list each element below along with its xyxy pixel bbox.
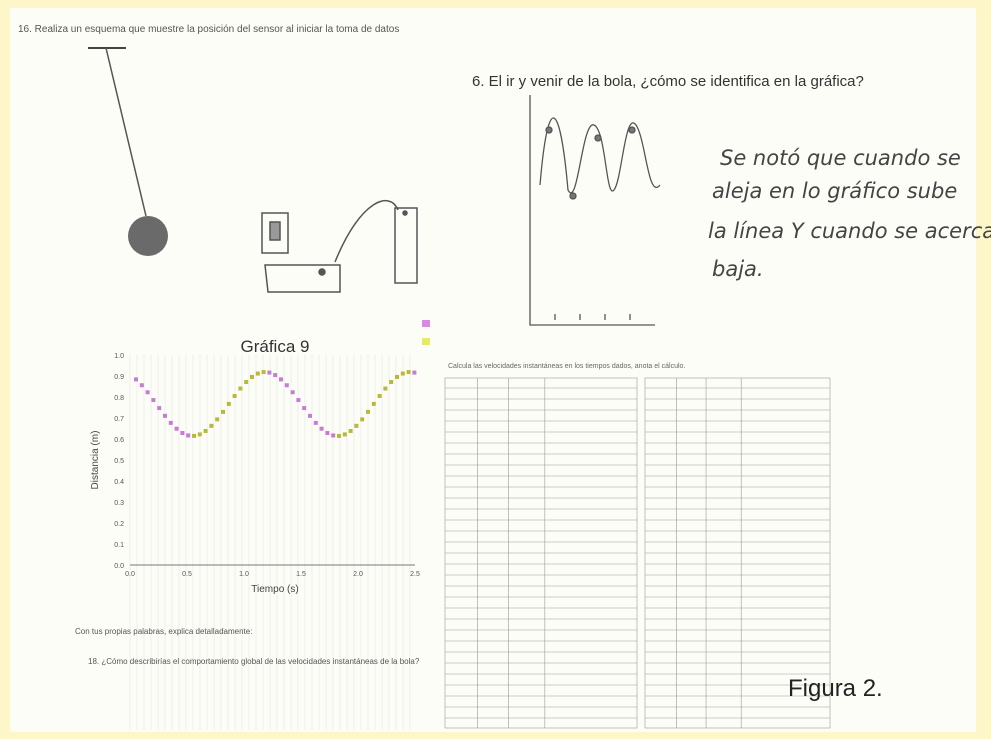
question: 6. El ir y venir de la bola, ¿cómo se id… <box>472 73 864 90</box>
curve-dot <box>383 387 387 391</box>
curve-dot <box>343 432 347 436</box>
curve-dot <box>389 380 393 384</box>
axis-label: Tiempo (s) <box>251 584 298 595</box>
curve-dot <box>169 421 173 425</box>
curve-dot <box>192 434 196 438</box>
curve-dot <box>209 424 213 428</box>
x-tick-label: 2.5 <box>410 571 420 578</box>
x-tick-label: 0.0 <box>125 571 135 578</box>
y-tick-label: 1.0 <box>114 353 124 360</box>
curve-dot <box>256 372 260 376</box>
axis-label: Distancia (m) <box>90 431 101 490</box>
x-tick-label: 2.0 <box>353 571 363 578</box>
curve-dot <box>163 414 167 418</box>
curve-dot <box>291 390 295 394</box>
curve-dot <box>320 427 324 431</box>
y-tick-label: 0.9 <box>114 374 124 381</box>
question: 16. Realiza un esquema que muestre la po… <box>18 24 399 35</box>
curve-dot <box>221 410 225 414</box>
curve-dot <box>146 390 150 394</box>
curve-dot <box>372 402 376 406</box>
y-tick-label: 0.3 <box>114 500 124 507</box>
y-tick-label: 0.4 <box>114 479 124 486</box>
curve-dot <box>267 371 271 375</box>
y-tick-label: 0.8 <box>114 395 124 402</box>
curve-dot <box>140 383 144 387</box>
curve-dot <box>233 394 237 398</box>
curve-dot <box>308 414 312 418</box>
curve-dot <box>378 394 382 398</box>
curve-dot <box>227 402 231 406</box>
y-tick-label: 0.2 <box>114 521 124 528</box>
curve-dot <box>349 429 353 433</box>
curve-dot <box>366 410 370 414</box>
curve-dot <box>250 375 254 379</box>
y-tick-label: 0.6 <box>114 437 124 444</box>
curve-dot <box>180 431 184 435</box>
answer-line: baja. <box>712 257 764 281</box>
curve-dot <box>157 406 161 410</box>
x-tick-label: 0.5 <box>182 571 192 578</box>
paper <box>10 8 976 732</box>
caption: Figura 2. <box>788 675 883 702</box>
answer-line: aleja en lo gráfico sube <box>712 179 957 203</box>
curve-dot <box>279 377 283 381</box>
curve-dot <box>314 421 318 425</box>
legend-swatch <box>422 338 430 345</box>
curve-dot <box>395 375 399 379</box>
curve-dot <box>238 387 242 391</box>
y-tick-label: 0.0 <box>114 563 124 570</box>
y-tick-label: 0.5 <box>114 458 124 465</box>
curve-dot <box>331 433 335 437</box>
prompt: Con tus propias palabras, explica detall… <box>75 627 252 636</box>
curve-dot <box>262 370 266 374</box>
curve-dot <box>407 370 411 374</box>
answer-line: la línea Y cuando se acerca <box>708 219 991 243</box>
curve-dot <box>204 429 208 433</box>
scan: 16. Realiza un esquema que muestre la po… <box>0 0 991 739</box>
curve-dot <box>302 406 306 410</box>
x-tick-label: 1.5 <box>296 571 306 578</box>
curve-dot <box>296 398 300 402</box>
curve-dot <box>215 417 219 421</box>
graph-title: Gráfica 9 <box>241 337 310 356</box>
curve-dot <box>273 373 277 377</box>
question: 18. ¿Cómo describirías el comportamiento… <box>88 657 420 666</box>
curve-dot <box>325 431 329 435</box>
y-tick-label: 0.7 <box>114 416 124 423</box>
answer-line: Se notó que cuando se <box>720 146 961 170</box>
curve-dot <box>186 433 190 437</box>
curve-dot <box>198 432 202 436</box>
curve-dot <box>337 434 341 438</box>
curve-dot <box>134 377 138 381</box>
curve-dot <box>244 380 248 384</box>
x-tick-label: 1.0 <box>239 571 249 578</box>
curve-dot <box>151 398 155 402</box>
curve-dot <box>354 424 358 428</box>
curve-dot <box>175 427 179 431</box>
legend-swatch <box>422 320 430 327</box>
curve-dot <box>412 371 416 375</box>
curve-dot <box>360 417 364 421</box>
curve-dot <box>401 372 405 376</box>
curve-dot <box>285 383 289 387</box>
table-instruction: Calcula las velocidades instantáneas en … <box>448 363 685 370</box>
ball <box>128 216 168 256</box>
page: 16. Realiza un esquema que muestre la po… <box>0 0 991 739</box>
y-tick-label: 0.1 <box>114 542 124 549</box>
